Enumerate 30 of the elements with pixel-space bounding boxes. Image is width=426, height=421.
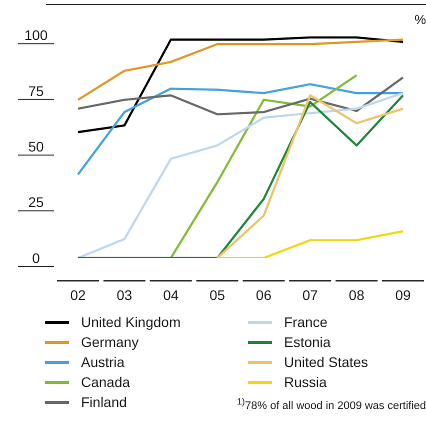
legend-label: United Kingdom <box>81 314 181 330</box>
legend-label: Germany <box>81 334 139 350</box>
line-series <box>76 36 404 134</box>
x-tick-label: 03 <box>116 287 132 303</box>
text: $^{1)}$78% of all wood in 2009 was certified <box>236 396 426 412</box>
x-tick-label: 09 <box>395 287 411 303</box>
x-tick-label: 05 <box>209 287 226 303</box>
line-series <box>76 83 404 176</box>
x-tick-label: 02 <box>70 287 86 303</box>
y-tick-label: 75 <box>28 82 44 99</box>
line-series <box>170 74 358 258</box>
legend-label: France <box>284 314 328 330</box>
x-tick-label: 04 <box>163 287 179 303</box>
x-tick-label: 06 <box>256 287 272 303</box>
y-tick-label: 0 <box>32 250 40 266</box>
line-series <box>76 76 404 116</box>
x-tick-label: 07 <box>302 287 318 303</box>
y-tick-label: 50 <box>28 138 44 154</box>
line-series <box>216 94 404 258</box>
y-tick-label: 25 <box>28 194 44 210</box>
y-axis-title: % <box>414 12 426 27</box>
legend-label: Canada <box>81 374 130 390</box>
line-series <box>76 38 404 101</box>
legend-label: United States <box>284 354 368 370</box>
legend-label: Russia <box>284 374 327 390</box>
y-tick-label: 100 <box>24 27 48 44</box>
legend-label: Estonia <box>284 334 331 350</box>
legend-label: Finland <box>81 394 127 410</box>
x-tick-label: 08 <box>348 287 365 303</box>
legend-label: Austria <box>81 354 125 370</box>
